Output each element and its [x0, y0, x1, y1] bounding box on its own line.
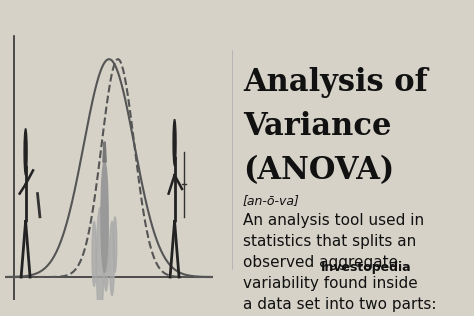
Text: Variance: Variance — [243, 111, 392, 142]
Circle shape — [97, 208, 104, 316]
Text: An analysis tool used in
statistics that splits an
observed aggregate
variabilit: An analysis tool used in statistics that… — [243, 213, 437, 316]
Circle shape — [113, 217, 117, 272]
Text: Analysis of: Analysis of — [243, 67, 428, 98]
Circle shape — [109, 222, 114, 295]
Text: (ANOVA): (ANOVA) — [243, 155, 394, 186]
Circle shape — [101, 161, 108, 272]
Circle shape — [24, 129, 27, 175]
Circle shape — [103, 208, 109, 291]
Circle shape — [173, 119, 176, 166]
Circle shape — [92, 222, 96, 286]
Text: Investopedia: Investopedia — [321, 261, 412, 274]
Text: [an-ō-va]: [an-ō-va] — [243, 194, 300, 207]
